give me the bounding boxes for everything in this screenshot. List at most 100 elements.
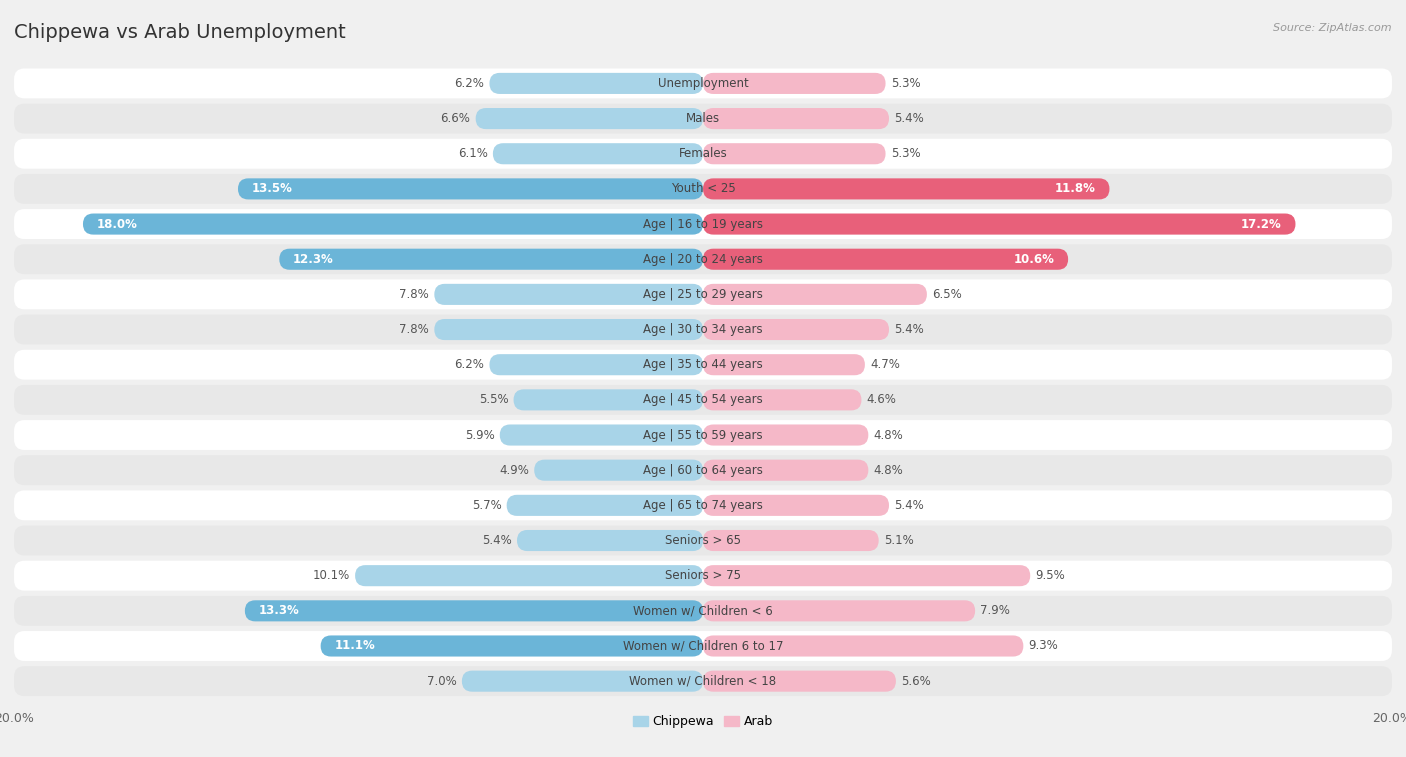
- FancyBboxPatch shape: [83, 213, 703, 235]
- FancyBboxPatch shape: [703, 425, 869, 446]
- FancyBboxPatch shape: [506, 495, 703, 516]
- Text: 13.3%: 13.3%: [259, 604, 299, 617]
- FancyBboxPatch shape: [461, 671, 703, 692]
- FancyBboxPatch shape: [703, 213, 1295, 235]
- FancyBboxPatch shape: [434, 319, 703, 340]
- FancyBboxPatch shape: [14, 315, 1392, 344]
- Text: 5.1%: 5.1%: [884, 534, 914, 547]
- FancyBboxPatch shape: [14, 455, 1392, 485]
- Text: 5.4%: 5.4%: [894, 323, 924, 336]
- Text: 5.3%: 5.3%: [891, 148, 921, 160]
- FancyBboxPatch shape: [14, 209, 1392, 239]
- Text: 7.9%: 7.9%: [980, 604, 1010, 617]
- FancyBboxPatch shape: [14, 420, 1392, 450]
- Legend: Chippewa, Arab: Chippewa, Arab: [627, 710, 779, 733]
- FancyBboxPatch shape: [14, 174, 1392, 204]
- Text: 10.1%: 10.1%: [312, 569, 350, 582]
- Text: 4.8%: 4.8%: [873, 428, 903, 441]
- FancyBboxPatch shape: [703, 389, 862, 410]
- Text: 13.5%: 13.5%: [252, 182, 292, 195]
- Text: 5.9%: 5.9%: [465, 428, 495, 441]
- FancyBboxPatch shape: [489, 73, 703, 94]
- FancyBboxPatch shape: [238, 179, 703, 199]
- Text: 5.5%: 5.5%: [479, 394, 509, 407]
- Text: 5.4%: 5.4%: [894, 499, 924, 512]
- Text: 4.8%: 4.8%: [873, 464, 903, 477]
- FancyBboxPatch shape: [534, 459, 703, 481]
- Text: 5.7%: 5.7%: [472, 499, 502, 512]
- FancyBboxPatch shape: [703, 73, 886, 94]
- Text: 6.2%: 6.2%: [454, 77, 484, 90]
- Text: Age | 45 to 54 years: Age | 45 to 54 years: [643, 394, 763, 407]
- FancyBboxPatch shape: [14, 596, 1392, 626]
- Text: 11.1%: 11.1%: [335, 640, 375, 653]
- FancyBboxPatch shape: [703, 354, 865, 375]
- Text: 5.3%: 5.3%: [891, 77, 921, 90]
- Text: Age | 16 to 19 years: Age | 16 to 19 years: [643, 217, 763, 231]
- FancyBboxPatch shape: [14, 139, 1392, 169]
- FancyBboxPatch shape: [475, 108, 703, 129]
- FancyBboxPatch shape: [14, 491, 1392, 520]
- FancyBboxPatch shape: [703, 635, 1024, 656]
- Text: 7.0%: 7.0%: [427, 674, 457, 687]
- Text: Source: ZipAtlas.com: Source: ZipAtlas.com: [1274, 23, 1392, 33]
- Text: 5.4%: 5.4%: [482, 534, 512, 547]
- Text: Age | 25 to 29 years: Age | 25 to 29 years: [643, 288, 763, 301]
- Text: 9.5%: 9.5%: [1035, 569, 1066, 582]
- FancyBboxPatch shape: [703, 108, 889, 129]
- Text: 4.6%: 4.6%: [866, 394, 897, 407]
- Text: 18.0%: 18.0%: [97, 217, 138, 231]
- Text: 7.8%: 7.8%: [399, 323, 429, 336]
- Text: Males: Males: [686, 112, 720, 125]
- FancyBboxPatch shape: [14, 631, 1392, 661]
- FancyBboxPatch shape: [703, 459, 869, 481]
- Text: 7.8%: 7.8%: [399, 288, 429, 301]
- Text: Women w/ Children < 18: Women w/ Children < 18: [630, 674, 776, 687]
- FancyBboxPatch shape: [703, 671, 896, 692]
- Text: Age | 30 to 34 years: Age | 30 to 34 years: [643, 323, 763, 336]
- Text: Women w/ Children < 6: Women w/ Children < 6: [633, 604, 773, 617]
- Text: 5.6%: 5.6%: [901, 674, 931, 687]
- FancyBboxPatch shape: [321, 635, 703, 656]
- Text: Age | 65 to 74 years: Age | 65 to 74 years: [643, 499, 763, 512]
- FancyBboxPatch shape: [434, 284, 703, 305]
- Text: Age | 35 to 44 years: Age | 35 to 44 years: [643, 358, 763, 371]
- FancyBboxPatch shape: [14, 666, 1392, 696]
- FancyBboxPatch shape: [489, 354, 703, 375]
- FancyBboxPatch shape: [280, 248, 703, 269]
- Text: Youth < 25: Youth < 25: [671, 182, 735, 195]
- Text: 10.6%: 10.6%: [1014, 253, 1054, 266]
- Text: Unemployment: Unemployment: [658, 77, 748, 90]
- Text: Females: Females: [679, 148, 727, 160]
- FancyBboxPatch shape: [703, 284, 927, 305]
- Text: 12.3%: 12.3%: [292, 253, 333, 266]
- FancyBboxPatch shape: [14, 385, 1392, 415]
- FancyBboxPatch shape: [499, 425, 703, 446]
- FancyBboxPatch shape: [517, 530, 703, 551]
- FancyBboxPatch shape: [513, 389, 703, 410]
- FancyBboxPatch shape: [703, 495, 889, 516]
- Text: Women w/ Children 6 to 17: Women w/ Children 6 to 17: [623, 640, 783, 653]
- Text: Seniors > 75: Seniors > 75: [665, 569, 741, 582]
- FancyBboxPatch shape: [14, 104, 1392, 133]
- Text: Chippewa vs Arab Unemployment: Chippewa vs Arab Unemployment: [14, 23, 346, 42]
- FancyBboxPatch shape: [14, 561, 1392, 590]
- FancyBboxPatch shape: [245, 600, 703, 621]
- FancyBboxPatch shape: [703, 143, 886, 164]
- FancyBboxPatch shape: [14, 279, 1392, 310]
- Text: 17.2%: 17.2%: [1241, 217, 1282, 231]
- FancyBboxPatch shape: [14, 68, 1392, 98]
- FancyBboxPatch shape: [703, 530, 879, 551]
- FancyBboxPatch shape: [356, 565, 703, 586]
- Text: 5.4%: 5.4%: [894, 112, 924, 125]
- FancyBboxPatch shape: [703, 565, 1031, 586]
- FancyBboxPatch shape: [703, 319, 889, 340]
- Text: 9.3%: 9.3%: [1029, 640, 1059, 653]
- FancyBboxPatch shape: [703, 248, 1069, 269]
- Text: 6.2%: 6.2%: [454, 358, 484, 371]
- Text: 6.5%: 6.5%: [932, 288, 962, 301]
- FancyBboxPatch shape: [14, 245, 1392, 274]
- Text: Age | 55 to 59 years: Age | 55 to 59 years: [643, 428, 763, 441]
- FancyBboxPatch shape: [494, 143, 703, 164]
- Text: 6.1%: 6.1%: [458, 148, 488, 160]
